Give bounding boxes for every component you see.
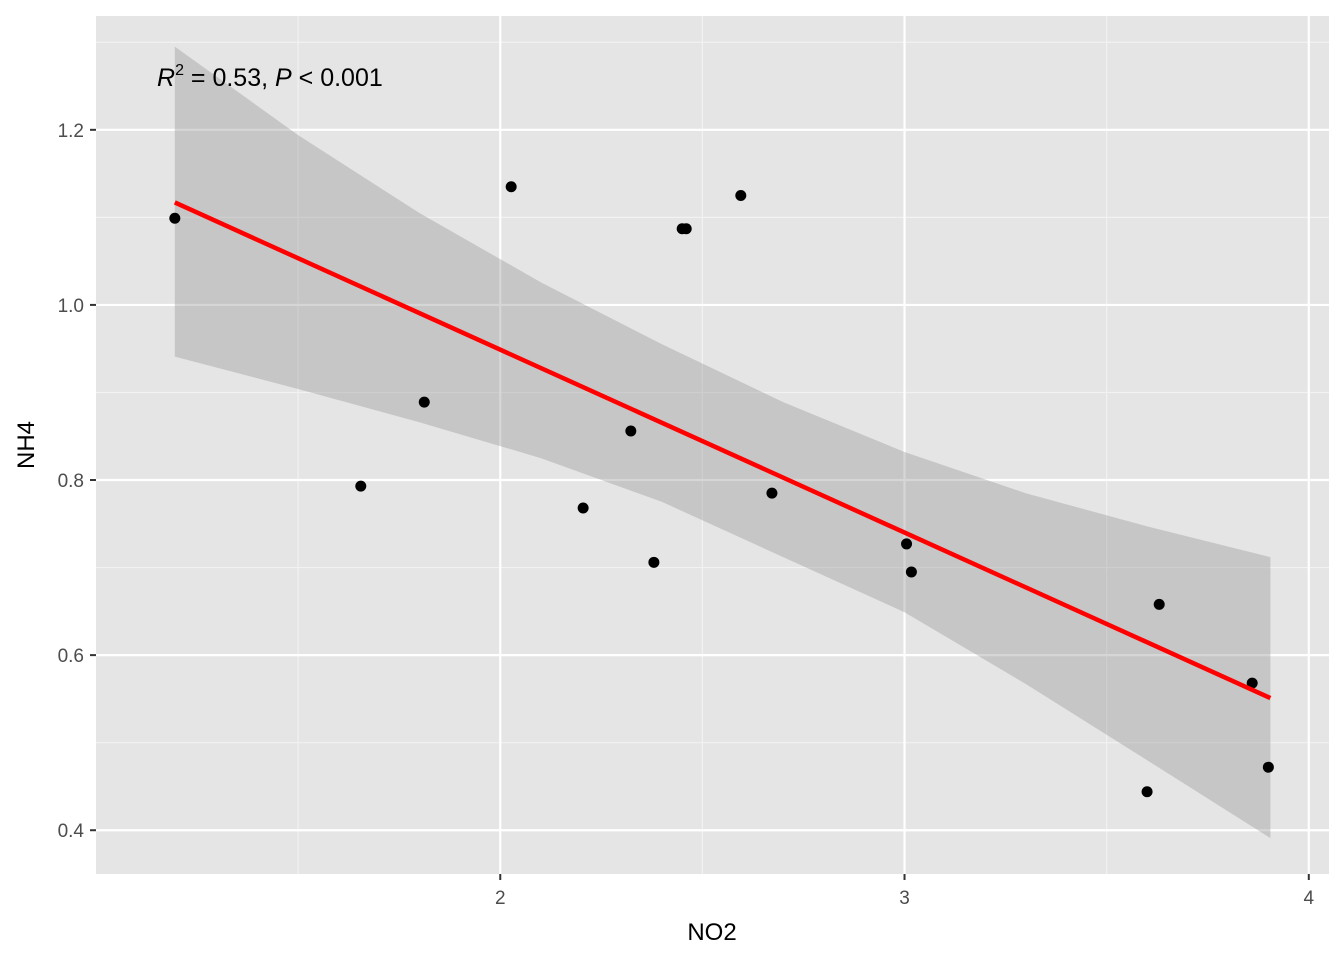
x-tick-label: 4 [1303,888,1314,909]
data-point [418,396,430,408]
annotation-p-symbol: P [275,64,292,92]
data-point [648,556,660,568]
data-point [1153,598,1165,610]
y-tick-label: 0.4 [58,821,85,842]
data-point [1262,761,1274,773]
data-point [901,538,913,550]
x-axis-title: NO2 [687,919,736,946]
data-point [505,181,517,193]
y-tick-label: 0.6 [58,646,84,667]
annotation-r-value: = 0.53, [184,64,275,92]
data-point [1141,786,1153,798]
regression-line [173,200,1272,701]
data-point [1246,677,1258,689]
y-axis: 0.4 0.6 0.8 1.0 1.2 [58,121,96,842]
data-point [577,502,589,514]
annotation-r-symbol: R [157,64,175,92]
x-tick-label: 2 [495,888,506,909]
annotation-text: R2 = 0.53, P < 0.001 [157,62,383,92]
major-grid [96,16,1329,874]
x-tick-label: 3 [899,888,910,909]
y-tick-label: 1.0 [58,296,84,317]
data-point [735,189,747,201]
y-tick-label: 1.2 [58,121,84,142]
data-point [766,487,778,499]
data-point [169,212,181,224]
y-tick-label: 0.8 [58,471,84,492]
confidence-band [174,46,1271,839]
data-point [355,480,367,492]
x-axis: 2 3 4 [495,874,1314,909]
data-point [905,566,917,578]
y-axis-title: NH4 [13,421,40,469]
data-point [625,425,637,437]
minor-grid [96,16,1329,874]
annotation-p-value: < 0.001 [292,64,383,92]
annotation-superscript: 2 [175,62,184,79]
data-point [680,223,692,235]
data-points [169,181,1274,798]
